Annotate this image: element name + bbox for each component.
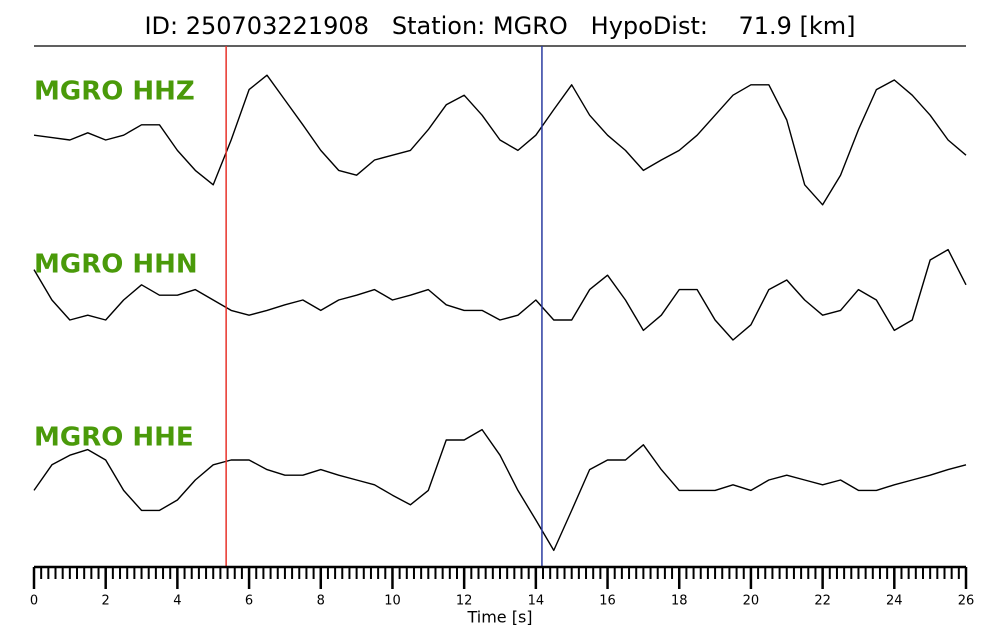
x-tick-label: 20 — [743, 594, 760, 609]
trace — [33, 248, 967, 341]
x-tick-label: 26 — [958, 594, 975, 609]
x-tick-label: 12 — [456, 594, 473, 609]
trace-label: MGRO HHZ — [34, 77, 195, 107]
trace-label: MGRO HHN — [34, 250, 198, 280]
x-tick-label: 14 — [528, 594, 545, 609]
x-tick-label: 0 — [30, 594, 38, 609]
x-tick-label: 6 — [245, 594, 253, 609]
trace — [33, 428, 967, 552]
trace-label: MGRO HHE — [34, 423, 194, 453]
x-tick-label: 2 — [102, 594, 110, 609]
x-tick-label: 16 — [599, 594, 616, 609]
x-tick-label: 18 — [671, 594, 688, 609]
x-tick-label: 22 — [814, 594, 831, 609]
trace — [33, 74, 967, 206]
x-tick-label: 24 — [886, 594, 903, 609]
x-tick-label: 4 — [173, 594, 181, 609]
x-tick-label: 8 — [317, 594, 325, 609]
x-axis-label: Time [s] — [466, 608, 532, 627]
x-tick-label: 10 — [384, 594, 401, 609]
chart-title: ID: 250703221908 Station: MGRO HypoDist:… — [144, 12, 855, 40]
